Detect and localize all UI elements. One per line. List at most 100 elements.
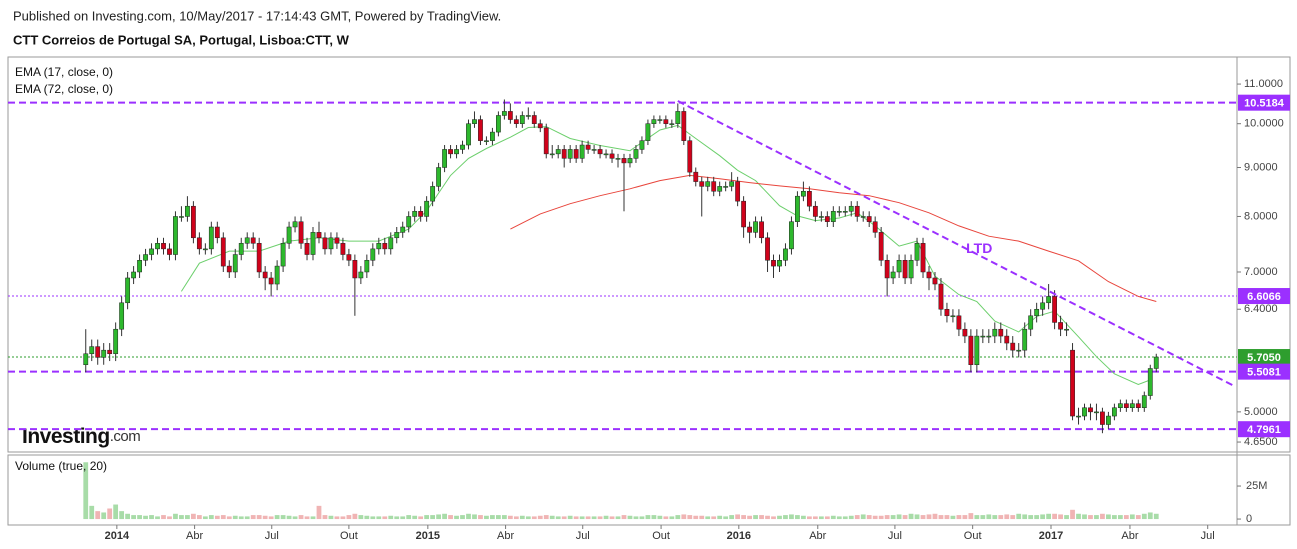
volume-bar: [992, 515, 998, 520]
volume-bar: [956, 515, 962, 520]
volume-bar: [454, 515, 459, 520]
candle-body: [537, 123, 543, 129]
volume-bar: [364, 515, 370, 520]
candle-body: [442, 149, 447, 168]
volume-bar: [699, 515, 705, 520]
volume-bar: [214, 515, 220, 520]
candle-body: [95, 346, 101, 358]
volume-bar: [1112, 515, 1117, 520]
indicator-legend: EMA (17, close, 0): [15, 65, 113, 79]
candle-body: [394, 232, 400, 239]
candle-body: [1004, 335, 1010, 344]
volume-bar: [406, 515, 412, 520]
volume-bar: [370, 516, 376, 520]
volume-bar: [938, 515, 944, 520]
volume-bar: [627, 515, 633, 520]
volume-bar: [161, 515, 166, 520]
volume-bar: [208, 515, 214, 520]
volume-bar: [334, 516, 340, 520]
x-tick-label: Jul: [888, 530, 902, 542]
candle-body: [149, 248, 154, 255]
candle-body: [675, 111, 681, 124]
volume-bar: [322, 515, 328, 520]
volume-bar: [250, 515, 256, 520]
candle-body: [190, 205, 196, 239]
x-tick-label: Out: [340, 530, 358, 542]
volume-bar: [89, 505, 95, 520]
volume-bar: [789, 514, 794, 520]
x-tick-label: Jul: [1201, 530, 1215, 542]
volume-bar: [191, 513, 196, 520]
volume-bar: [1106, 514, 1111, 520]
candle-body: [615, 158, 621, 160]
volume-bar: [968, 513, 974, 520]
candle-body: [89, 346, 95, 355]
volume-bar: [280, 515, 286, 520]
candle-body: [316, 232, 322, 239]
volume-bar: [878, 515, 884, 520]
candle-body: [1064, 328, 1069, 331]
x-tick-label: Jul: [265, 530, 279, 542]
candle-body: [1052, 296, 1057, 323]
volume-bar: [167, 516, 172, 520]
y-tick-label: 8.0000: [1244, 210, 1278, 222]
brand-name: Investing: [22, 425, 110, 448]
candle-body: [214, 226, 220, 239]
volume-bar: [1123, 515, 1129, 520]
candle-body: [765, 237, 770, 261]
volume-bar: [400, 516, 406, 520]
candle-body: [968, 335, 974, 366]
volume-bar: [801, 515, 806, 520]
candle-body: [902, 260, 908, 279]
volume-bar: [896, 514, 902, 520]
volume-bar: [173, 513, 178, 520]
candle-body: [346, 254, 352, 261]
volume-bar: [597, 516, 603, 520]
volume-bar: [777, 515, 782, 520]
volume-bar: [448, 515, 453, 520]
candle-body: [400, 226, 406, 233]
candle-body: [663, 119, 669, 124]
volume-bar: [657, 515, 663, 520]
volume-bar: [681, 514, 687, 520]
candle-body: [824, 216, 830, 222]
candle-body: [226, 265, 232, 273]
volume-bar: [842, 516, 848, 520]
candle-body: [1106, 415, 1111, 425]
volume-bar: [262, 515, 268, 520]
volume-bar: [274, 515, 280, 520]
candle-body: [573, 149, 579, 159]
candle-body: [292, 221, 298, 228]
candle-body: [286, 226, 292, 244]
volume-bar: [872, 515, 878, 520]
x-tick-label: Abr: [186, 530, 203, 542]
candle-body: [161, 243, 166, 250]
candle-body: [268, 277, 274, 285]
volume-bar: [986, 514, 992, 520]
volume-bar: [244, 516, 250, 520]
volume-bar: [765, 515, 770, 520]
volume-bar: [1040, 514, 1046, 520]
x-tick-label: 2014: [105, 530, 130, 542]
candle-body: [986, 335, 992, 338]
volume-bar: [824, 516, 830, 520]
candle-body: [167, 248, 172, 255]
volume-bar: [460, 515, 465, 520]
volume-bar: [412, 515, 418, 520]
volume-bar: [1010, 515, 1016, 520]
candle-body: [328, 237, 334, 250]
volume-bar: [818, 516, 824, 520]
candle-body: [382, 243, 388, 250]
volume-bar: [729, 515, 735, 520]
volume-bar: [741, 515, 746, 520]
volume-bar: [490, 515, 495, 520]
volume-bar: [513, 516, 519, 520]
candle-body: [998, 328, 1004, 337]
volume-bar: [478, 515, 483, 520]
candle-body: [83, 353, 89, 366]
volume-bar: [185, 515, 190, 520]
candle-body: [370, 248, 376, 261]
candle-body: [633, 149, 639, 159]
candle-body: [173, 216, 178, 255]
volume-bar: [974, 515, 980, 520]
